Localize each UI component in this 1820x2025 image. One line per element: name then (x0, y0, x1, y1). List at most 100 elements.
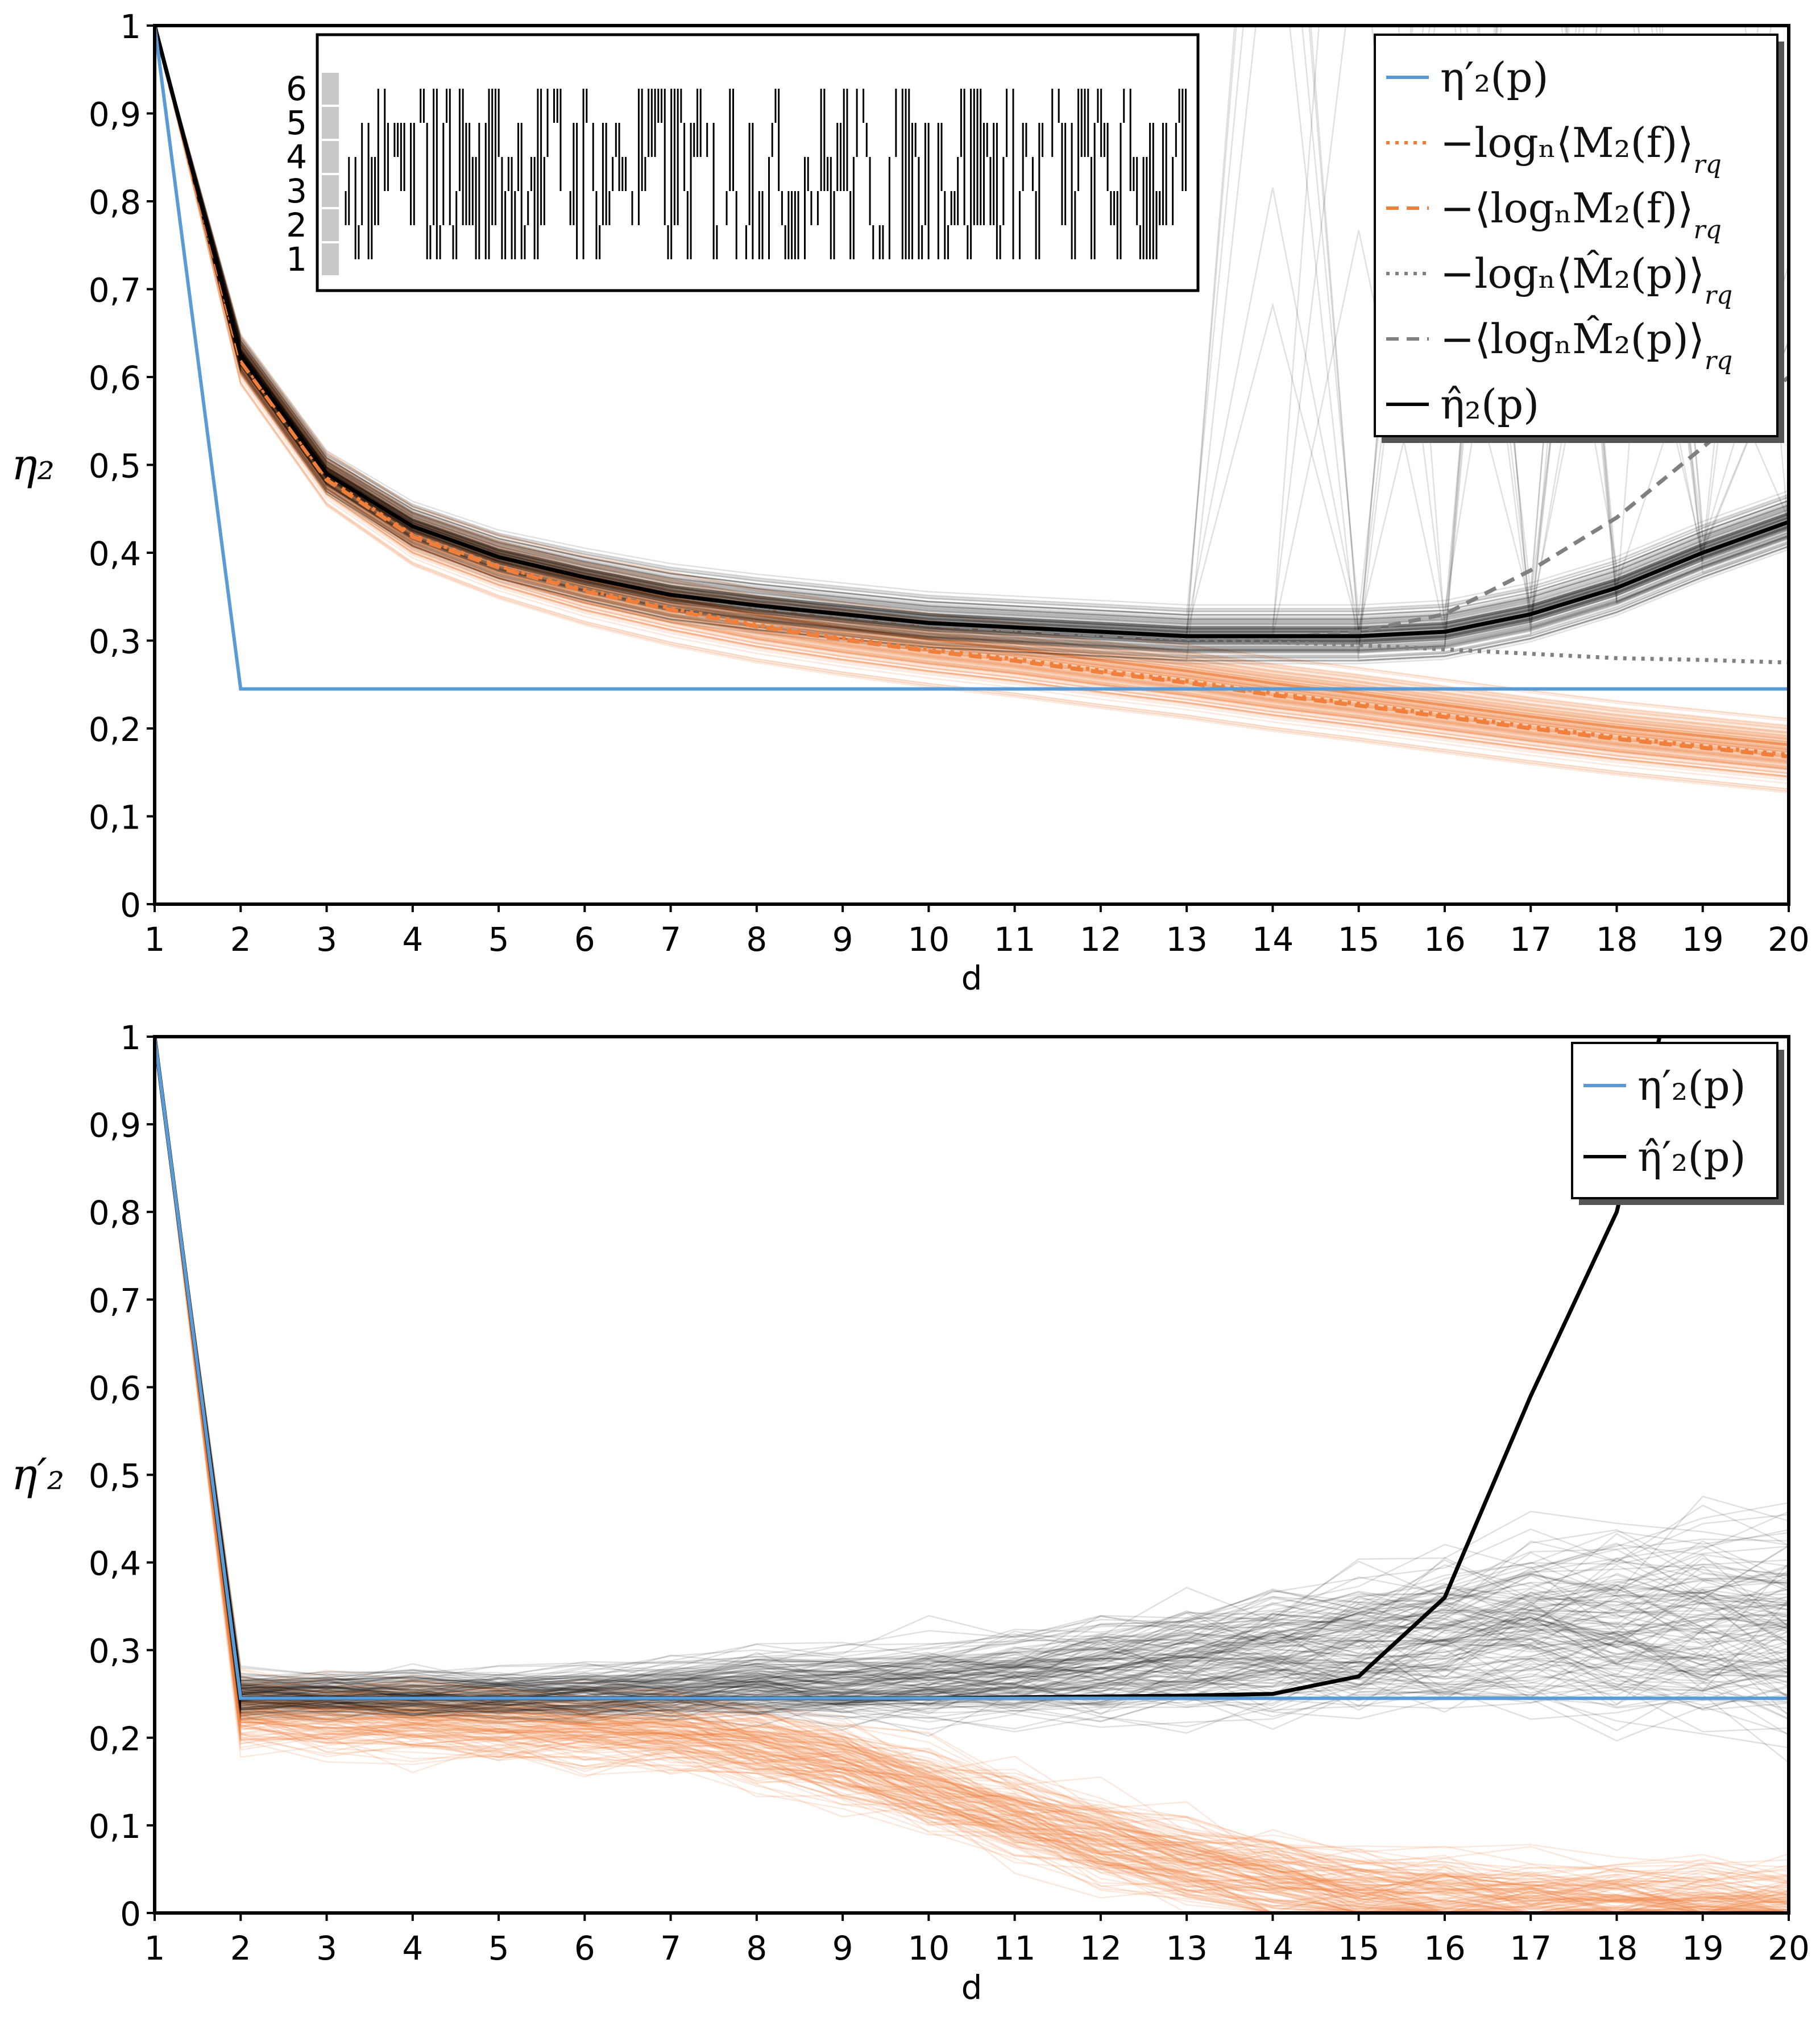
ensemble-line-orange (155, 26, 1789, 778)
ensemble-line-gray (155, 26, 1789, 651)
ensemble-line-gray (155, 26, 1789, 612)
ensemble-line-gray (155, 26, 1789, 631)
legend-label-sub: rq (1705, 281, 1732, 310)
y-tick-label: 0,3 (89, 1632, 141, 1671)
ensemble-line-orange (155, 26, 1789, 751)
x-axis-label: d (961, 959, 982, 997)
ensemble-line-gray (155, 26, 1789, 633)
ensemble-line-gray (155, 26, 1789, 630)
ensemble-line-gray (155, 1037, 1789, 1676)
x-tick-label: 8 (746, 920, 767, 959)
ensemble-line-orange (155, 1037, 1789, 1902)
ensemble-line-gray (155, 1037, 1789, 1684)
ensemble-line-orange (155, 1037, 1789, 1913)
ensemble-line-gray (155, 26, 1789, 628)
ensemble-line-gray (155, 26, 1789, 643)
ensemble-line-orange (155, 1037, 1789, 1913)
ensemble-line-gray (155, 1037, 1789, 1686)
ensemble-line-orange (155, 26, 1789, 768)
legend-label-main: −logₙ⟨M₂(f)⟩ (1440, 119, 1694, 167)
ensemble-line-gray (155, 1037, 1789, 1694)
x-tick-label: 7 (660, 1929, 681, 1968)
inset-frame (316, 33, 1200, 292)
ensemble-line-gray (155, 1037, 1789, 1712)
ensemble-line-gray (155, 26, 1789, 645)
ensemble-line-orange (155, 1037, 1789, 1899)
ensemble-line-orange (155, 1037, 1789, 1913)
x-tick-label: 9 (832, 1929, 853, 1968)
ensemble-line-gray (155, 1037, 1789, 1700)
ensemble-line-gray (155, 1037, 1789, 1698)
ensemble-line-gray (155, 26, 1789, 612)
x-tick-label: 8 (746, 1929, 767, 1968)
ensemble-line-orange (155, 1037, 1789, 1913)
x-tick-label: 17 (1510, 1929, 1552, 1968)
ensemble-line-orange (155, 26, 1789, 767)
ensemble-line-gray (155, 26, 1789, 643)
ensemble-line-gray (155, 1037, 1789, 1688)
ensemble-line-gray (155, 1037, 1789, 1727)
x-tick-label: 13 (1166, 920, 1208, 959)
ensemble-line-gray (155, 1037, 1789, 1695)
ensemble-line-orange (155, 1037, 1789, 1898)
ensemble-line-orange (155, 26, 1789, 751)
ensemble-line-gray (155, 1037, 1789, 1699)
ensemble-line-gray (155, 26, 1789, 619)
ensemble-line-gray (155, 1037, 1789, 1719)
ensemble-line-gray (155, 1037, 1789, 1690)
ensemble-line-orange (155, 1037, 1789, 1913)
ensemble-line-gray (155, 26, 1789, 622)
ensemble-line-orange (155, 1037, 1789, 1913)
ensemble-line-gray (155, 26, 1789, 630)
y-tick-label: 0,6 (89, 359, 141, 397)
ensemble-line-gray (155, 1037, 1789, 1696)
y-tick-label: 0,7 (89, 1281, 141, 1320)
x-tick-label: 13 (1166, 1929, 1208, 1968)
ensemble-line-orange (155, 1037, 1789, 1913)
ensemble-line-orange (155, 26, 1789, 772)
ensemble-line-orange (155, 1037, 1789, 1913)
ensemble-line-orange (155, 1037, 1789, 1913)
x-tick-label: 12 (1080, 920, 1122, 959)
y-tick-label: 0,8 (89, 1194, 141, 1232)
ensemble-line-gray (155, 1037, 1789, 1700)
x-tick-label: 4 (402, 920, 423, 959)
ensemble-line-orange (155, 1037, 1789, 1906)
ensemble-line-gray (155, 1037, 1789, 1678)
ensemble-line-orange (155, 1037, 1789, 1878)
ensemble-line-orange (155, 1037, 1789, 1906)
ensemble-line-orange (155, 26, 1789, 742)
ensemble-line-gray (155, 1037, 1789, 1687)
ensemble-line-gray (155, 26, 1789, 656)
legend-box (1571, 1042, 1778, 1199)
ensemble-line-orange (155, 26, 1789, 764)
ensemble-line-gray (155, 1037, 1789, 1709)
ensemble-line-orange (155, 1037, 1789, 1904)
ensemble-line-orange (155, 1037, 1789, 1906)
ensemble-line-orange (155, 1037, 1789, 1908)
ensemble-line-orange (155, 26, 1789, 765)
ensemble-line-orange (155, 1037, 1789, 1913)
ensemble-line-gray (155, 26, 1789, 628)
y-tick-label: 0,5 (89, 1457, 141, 1496)
ensemble-line-orange (155, 1037, 1789, 1913)
ensemble-line-orange (155, 26, 1789, 774)
y-tick-label: 0,4 (89, 1544, 141, 1583)
ensemble-line-gray (155, 1037, 1789, 1707)
ensemble-line-gray (155, 26, 1789, 626)
ensemble-line-orange (155, 26, 1789, 767)
y-tick-label: 0,3 (89, 623, 141, 661)
ensemble-line-gray (155, 26, 1789, 629)
inset-level-marker (322, 107, 339, 139)
ensemble-line-gray (155, 1037, 1789, 1702)
legend-label: −⟨logₙM₂(f)⟩rq (1440, 184, 1722, 245)
ensemble-line-gray (155, 26, 1789, 634)
ensemble-line-orange (155, 26, 1789, 770)
ensemble-line-gray (155, 26, 1789, 610)
ensemble-line-gray (155, 1037, 1789, 1701)
legend-label: −logₙ⟨M₂(f)⟩rq (1440, 119, 1722, 179)
ensemble-line-orange (155, 26, 1789, 751)
ensemble-line-orange (155, 26, 1789, 749)
ensemble-line-orange (155, 26, 1789, 734)
